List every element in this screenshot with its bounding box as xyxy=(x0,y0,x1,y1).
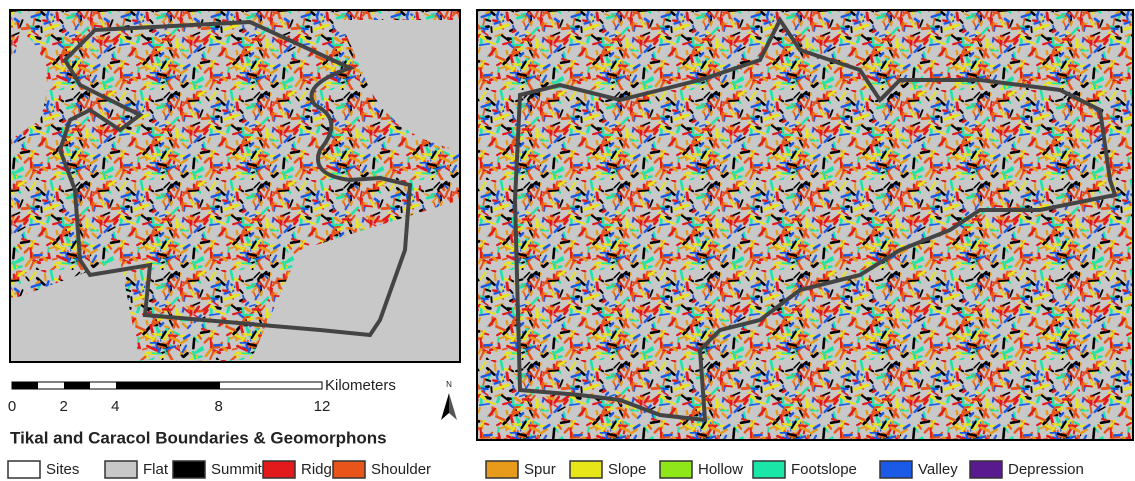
scale-unit: Kilometers xyxy=(325,377,396,394)
scale-label: 4 xyxy=(111,398,119,415)
legend-label: Slope xyxy=(608,461,646,478)
figure: 0 2 4 8 12 Kilometers N Tikal and Caracol Bo… xyxy=(0,0,1135,481)
legend-swatch xyxy=(486,461,518,478)
legend-label: Depression xyxy=(1008,461,1084,478)
legend-label: Shoulder xyxy=(371,461,431,478)
legend-swatch xyxy=(8,461,40,478)
north-arrow xyxy=(441,393,449,420)
legend-label: Flat xyxy=(143,461,169,478)
legend-label: Spur xyxy=(524,461,556,478)
legend-swatch xyxy=(880,461,912,478)
legend-label: Sites xyxy=(46,461,79,478)
legend-swatch xyxy=(333,461,365,478)
legend-swatch xyxy=(105,461,137,478)
north-arrow xyxy=(449,393,457,420)
legend-label: Hollow xyxy=(698,461,743,478)
scale-label: 0 xyxy=(8,398,16,415)
north-label: N xyxy=(446,380,452,389)
legend-swatch xyxy=(173,461,205,478)
legend-swatch xyxy=(753,461,785,478)
scale-bar xyxy=(12,382,322,389)
legend-swatch xyxy=(570,461,602,478)
scale-label: 8 xyxy=(214,398,222,415)
legend-label: Summit xyxy=(211,461,263,478)
legend-label: Footslope xyxy=(791,461,857,478)
legend-swatch xyxy=(660,461,692,478)
terrain xyxy=(477,10,1133,440)
legend-swatch xyxy=(263,461,295,478)
legend-label: Valley xyxy=(918,461,958,478)
legend-swatch xyxy=(970,461,1002,478)
scale-label: 2 xyxy=(59,398,67,415)
figure-title: Tikal and Caracol Boundaries & Geomorpho… xyxy=(10,428,387,447)
scale-label: 12 xyxy=(314,398,331,415)
